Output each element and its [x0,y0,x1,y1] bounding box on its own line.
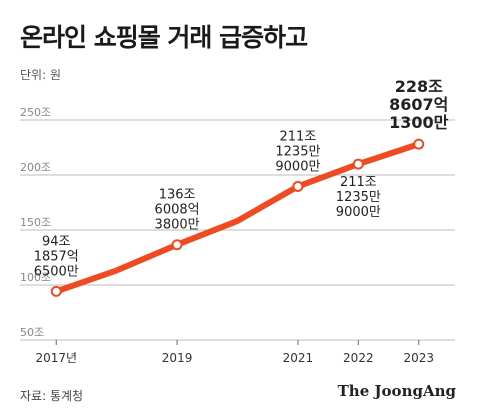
data-label: 211조 [340,175,377,190]
data-label: 3800만 [155,218,200,233]
data-point-marker [171,239,183,251]
data-label: 1300만 [389,113,449,132]
data-label: 9000만 [336,205,381,220]
data-label: 1235만 [275,144,320,159]
data-label: 8607억 [389,95,448,114]
data-point-marker [352,158,364,170]
data-label: 6500만 [34,264,79,279]
x-tick-label: 2021 [283,351,314,365]
data-label: 9000만 [275,159,320,174]
data-point-marker [413,138,425,150]
brand-logo: The JoongAng [337,382,456,400]
x-tick-label: 2017년 [35,351,77,365]
unit-label: 단위: 원 [20,68,61,82]
data-label: 228조 [395,77,443,96]
x-tick-label: 2019 [162,351,193,365]
data-label: 6008억 [155,203,200,218]
data-label: 211조 [280,129,317,144]
x-tick-label: 2023 [403,351,434,365]
data-point-marker [50,285,62,297]
source-label: 자료: 통계청 [20,389,84,403]
y-tick-label: 100조 [20,271,51,284]
y-tick-label: 250조 [20,106,51,119]
data-point-marker [292,180,304,192]
data-label: 1235만 [336,190,381,205]
y-tick-label: 150조 [20,216,51,229]
y-tick-label: 200조 [20,161,51,174]
x-tick-label: 2022 [343,351,374,365]
data-label: 1857억 [34,249,79,264]
chart-title: 온라인 쇼핑몰 거래 급증하고 [20,23,308,52]
data-label: 136조 [159,188,196,203]
data-label: 94조 [42,234,71,249]
y-tick-label: 50조 [20,326,44,339]
